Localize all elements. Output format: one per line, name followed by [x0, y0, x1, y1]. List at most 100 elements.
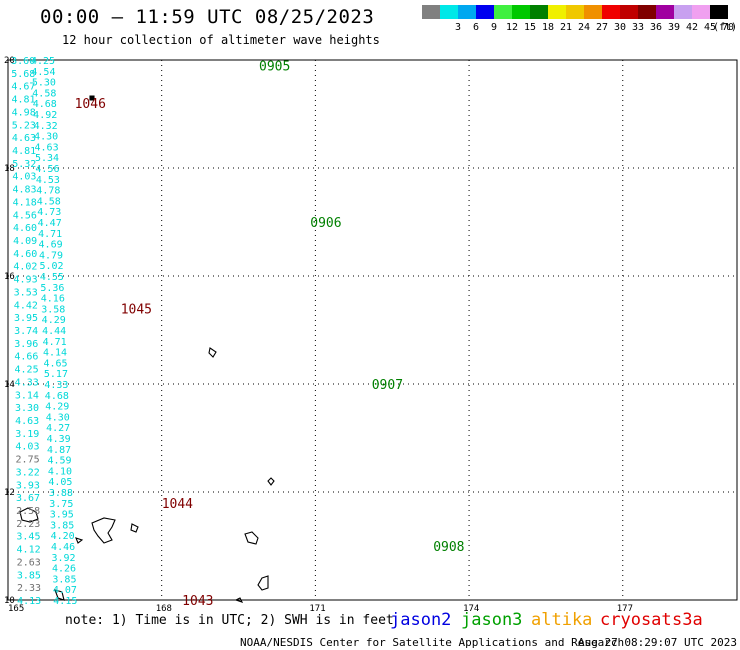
- wave-height-reading: 4.05: [48, 477, 72, 488]
- wave-height-reading: 4.65: [43, 358, 67, 369]
- island-outline: [91, 517, 116, 544]
- map-grid: 165 168 171 174 177 10 12 14 16 18 20: [4, 56, 738, 614]
- wave-height-reading: 4.29: [42, 315, 66, 326]
- wave-height-reading: 4.60: [13, 249, 37, 260]
- pass-label: 1043: [182, 594, 213, 609]
- legend-tick-label: 6: [472, 22, 480, 33]
- wave-height-reading: 3.96: [14, 339, 38, 350]
- wave-height-reading: 4.83: [13, 185, 37, 196]
- wave-height-reading: 3.60: [11, 56, 35, 67]
- wave-height-reading: 4.12: [17, 545, 41, 556]
- wave-height-reading: 5.30: [32, 78, 56, 89]
- wave-height-reading: 4.93: [14, 275, 38, 286]
- wave-height-reading: 4.78: [36, 186, 60, 197]
- legend-swatch: [692, 5, 710, 19]
- wave-height-reading: 3.75: [49, 499, 73, 510]
- wave-height-reading: 4.58: [37, 196, 61, 207]
- legend-tick-label: 21: [559, 22, 573, 33]
- wave-height-reading: 3.85: [52, 574, 76, 585]
- pass-label: 1044: [162, 497, 193, 512]
- wave-height-reading: 4.44: [42, 326, 66, 337]
- pass-label: 0908: [433, 540, 464, 555]
- wave-height-reading: 4.67: [11, 82, 35, 93]
- legend-tick-label: 12: [505, 22, 519, 33]
- wave-height-reading: 4.32: [34, 121, 58, 132]
- wave-height-reading: 4.42: [14, 300, 38, 311]
- wave-height-reading: 3.92: [52, 553, 76, 564]
- legend-tick-label: 33: [631, 22, 645, 33]
- wave-height-reading: 3.74: [14, 326, 38, 337]
- latitude-label: 16: [4, 272, 15, 282]
- longitude-label: 177: [617, 604, 633, 614]
- legend-swatch: [710, 5, 728, 19]
- wave-height-reading: 3.93: [16, 480, 40, 491]
- wave-height-reading: 4.07: [53, 585, 77, 596]
- wave-height-reading: 4.71: [38, 229, 62, 240]
- wave-height-reading: 4.92: [33, 110, 57, 121]
- wave-height-reading: 4.79: [39, 250, 63, 261]
- legend-swatch: [458, 5, 476, 19]
- legend-swatch: [584, 5, 602, 19]
- footnote: note: 1) Time is in UTC; 2) SWH is in fe…: [65, 613, 394, 628]
- legend-unit: (ft): [713, 22, 738, 33]
- legend-swatch: [530, 5, 548, 19]
- wave-height-reading: 5.17: [44, 369, 68, 380]
- wave-height-reading: 4.63: [15, 416, 39, 427]
- wave-height-reading: 4.33: [15, 377, 39, 388]
- page-title: 00:00 – 11:59 UTC 08/25/2023: [40, 6, 375, 28]
- legend-tick-label: 70: [721, 22, 735, 33]
- wave-height-reading: 4.73: [37, 207, 61, 218]
- wave-height-reading: 3.58: [41, 304, 65, 315]
- wave-height-reading: 3.85: [50, 520, 74, 531]
- wave-height-reading: 3.14: [15, 390, 39, 401]
- wave-height-reading: 4.59: [47, 456, 71, 467]
- wave-height-reading: 4.58: [32, 88, 56, 99]
- wave-height-reading: 4.03: [12, 172, 36, 183]
- legend-swatch: [602, 5, 620, 19]
- legend-tick-label: 45: [703, 22, 717, 33]
- wave-height-reading: 4.27: [46, 423, 70, 434]
- wave-height-reading: 4.81: [12, 95, 36, 106]
- legend-tick-label: 18: [541, 22, 555, 33]
- wave-height-reading: 4.13: [17, 596, 41, 607]
- legend-tick-label: 36: [649, 22, 663, 33]
- wave-height-reading: 4.54: [31, 67, 55, 78]
- pass-label: 0907: [372, 378, 403, 393]
- island-outline: [257, 575, 269, 591]
- satellite-name: jason2: [390, 610, 452, 630]
- wave-height-reading: 4.60: [13, 223, 37, 234]
- island-outline: [244, 531, 259, 545]
- satellite-name: cryosat: [600, 610, 672, 630]
- pass-label: 0905: [259, 59, 290, 74]
- longitude-label: 174: [463, 604, 479, 614]
- satellite-name: jason3: [461, 610, 523, 630]
- island-outline: [234, 597, 244, 603]
- legend-swatch: [422, 5, 440, 19]
- legend-tick-label: 27: [595, 22, 609, 33]
- longitude-label: 171: [309, 604, 325, 614]
- wave-height-reading: 3.53: [14, 287, 38, 298]
- wave-height-reading: 3.19: [15, 429, 39, 440]
- wave-height-reading: 4.39: [47, 434, 71, 445]
- latitude-label: 14: [4, 380, 15, 390]
- island-outline: [208, 347, 217, 358]
- wave-height-reading: 5.23: [12, 120, 36, 131]
- wave-height-reading: 4.03: [15, 442, 39, 453]
- wave-height-reading: 4.25: [15, 365, 39, 376]
- wave-height-reading: 3.95: [14, 313, 38, 324]
- wave-height-reading: 4.33: [44, 380, 68, 391]
- island-outline: [19, 507, 39, 523]
- wave-height-reading: 4.18: [13, 197, 37, 208]
- wave-height-reading: 4.16: [41, 294, 65, 305]
- wave-height-reading: 4.56: [35, 164, 59, 175]
- wave-height-reading: 4.69: [39, 240, 63, 251]
- wave-height-reading: 4.14: [43, 348, 67, 359]
- wave-height-reading: 4.30: [34, 132, 58, 143]
- pass-labels: 1046 1045 1044 1043 0905 0906 0907 0908: [75, 59, 465, 609]
- wave-height-reading: 4.63: [12, 133, 36, 144]
- island-outline: [75, 537, 84, 544]
- wave-height-reading: 4.98: [12, 107, 36, 118]
- legend-tick-label: 39: [667, 22, 681, 33]
- legend-tick-label: 9: [490, 22, 498, 33]
